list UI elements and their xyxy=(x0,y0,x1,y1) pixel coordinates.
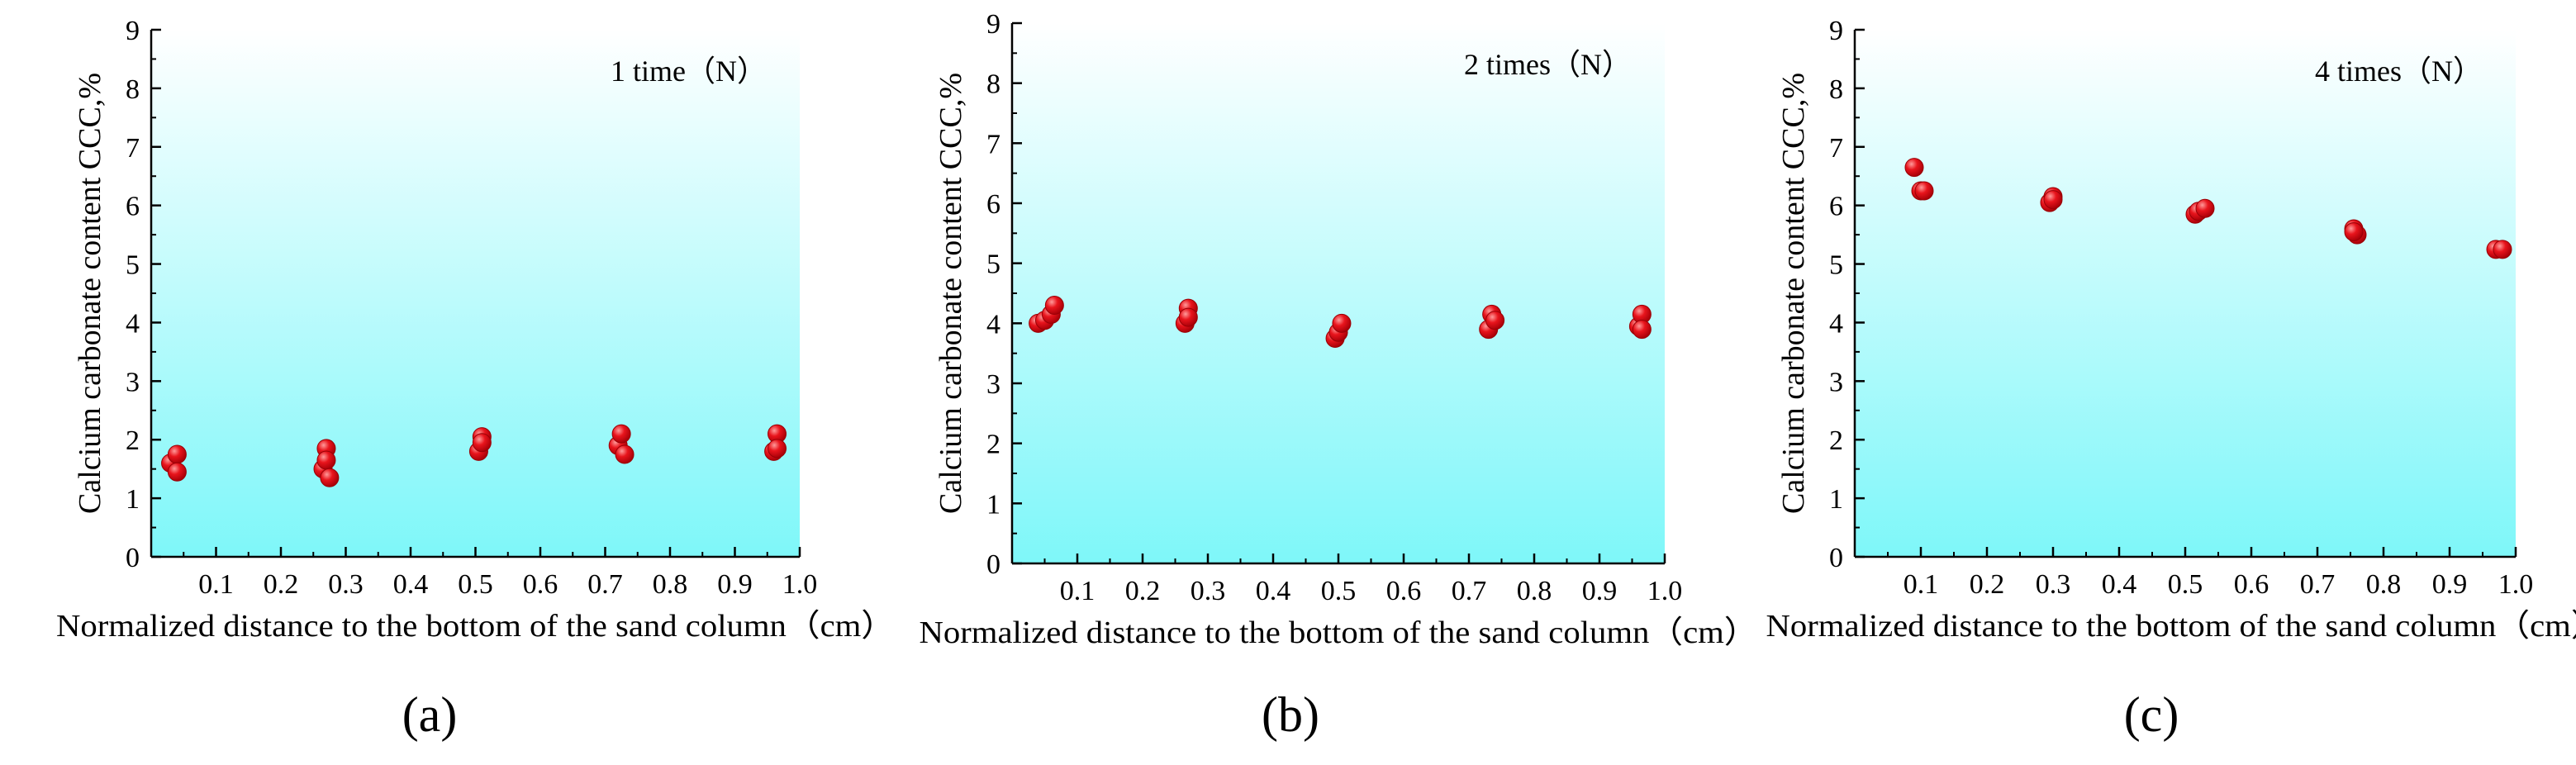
y-tick-label: 5 xyxy=(1829,250,1843,281)
y-axis-title: Calcium carbonate content CCC,% xyxy=(1776,73,1811,514)
x-tick-label: 0.7 xyxy=(587,569,623,600)
panel-label: (b) xyxy=(1262,687,1319,742)
chart-title: 1 time（N） xyxy=(611,55,767,88)
x-tick-label: 0.9 xyxy=(2432,569,2468,600)
y-tick-label: 1 xyxy=(126,484,140,515)
x-tick-label: 0.4 xyxy=(393,569,429,600)
plot-area xyxy=(1855,30,2516,557)
plot-area xyxy=(1012,23,1665,563)
data-point xyxy=(768,439,787,459)
data-point xyxy=(2195,198,2215,218)
x-tick-label: 1.0 xyxy=(1647,576,1683,606)
y-tick-label: 9 xyxy=(1829,16,1843,46)
y-tick-label: 2 xyxy=(1829,425,1843,456)
x-axis-title: Normalized distance to the bottom of the… xyxy=(56,609,895,644)
y-tick-label: 2 xyxy=(126,425,140,456)
y-tick-label: 7 xyxy=(986,129,1000,159)
y-tick-label: 2 xyxy=(986,430,1000,460)
y-tick-label: 0 xyxy=(126,543,140,573)
y-tick-label: 7 xyxy=(1829,133,1843,164)
data-point xyxy=(320,468,340,487)
data-point xyxy=(611,424,631,444)
x-tick-label: 0.6 xyxy=(523,569,558,600)
y-tick-label: 8 xyxy=(986,69,1000,100)
data-point xyxy=(1904,158,1924,178)
x-tick-label: 1.0 xyxy=(782,569,818,600)
data-point xyxy=(1485,311,1505,330)
y-tick-label: 0 xyxy=(986,549,1000,580)
y-tick-label: 8 xyxy=(1829,74,1843,105)
chart-panel-1: 0 1 2 3 4 5 6 7 8 9 0.1 0.2 0.3 0.4 0.5 0.6 0.7 0.8 0.9 1.0… xyxy=(920,9,1758,742)
x-tick-label: 0.1 xyxy=(1060,576,1096,606)
y-tick-label: 9 xyxy=(126,16,140,46)
x-tick-label: 0.9 xyxy=(717,569,753,600)
x-tick-label: 0.3 xyxy=(328,569,364,600)
x-tick-label: 0.5 xyxy=(2168,569,2203,600)
x-tick-label: 0.4 xyxy=(2102,569,2137,600)
y-axis-title: Calcium carbonate content CCC,% xyxy=(934,73,968,514)
x-tick-label: 0.9 xyxy=(1582,576,1618,606)
y-tick-label: 4 xyxy=(126,308,140,339)
chart-title: 4 times（N） xyxy=(2315,55,2483,88)
x-tick-label: 0.1 xyxy=(198,569,234,600)
data-point xyxy=(1332,313,1352,333)
x-tick-label: 0.8 xyxy=(653,569,688,600)
x-tick-label: 0.3 xyxy=(1191,576,1226,606)
x-axis-title: Normalized distance to the bottom of the… xyxy=(1766,609,2576,644)
y-tick-label: 7 xyxy=(126,133,140,164)
chart-title: 2 times（N） xyxy=(1464,48,1632,81)
x-tick-label: 0.5 xyxy=(1321,576,1357,606)
panel-label: (a) xyxy=(402,687,458,742)
y-tick-label: 9 xyxy=(986,9,1000,40)
x-tick-label: 0.6 xyxy=(2234,569,2269,600)
y-tick-label: 6 xyxy=(1829,192,1843,222)
data-point xyxy=(1178,307,1198,327)
x-tick-label: 0.8 xyxy=(1517,576,1552,606)
chart-panel-0: 0 1 2 3 4 5 6 7 8 9 0.1 0.2 0.3 0.4 0.5 0.6 0.7 0.8 0.9 1.0… xyxy=(56,16,895,742)
x-tick-label: 0.2 xyxy=(1125,576,1161,606)
y-tick-label: 0 xyxy=(1829,543,1843,573)
y-tick-label: 3 xyxy=(986,369,1000,400)
x-tick-label: 0.3 xyxy=(2036,569,2071,600)
panel-label: (c) xyxy=(2124,687,2179,742)
data-point xyxy=(167,444,187,464)
x-tick-label: 0.7 xyxy=(2300,569,2336,600)
x-tick-label: 0.6 xyxy=(1386,576,1422,606)
y-tick-label: 4 xyxy=(1829,308,1843,339)
data-point xyxy=(1914,181,1934,201)
y-tick-label: 1 xyxy=(986,489,1000,520)
y-tick-label: 3 xyxy=(1829,367,1843,397)
x-tick-label: 0.5 xyxy=(458,569,493,600)
x-tick-label: 0.8 xyxy=(2366,569,2402,600)
y-tick-label: 6 xyxy=(126,192,140,222)
data-point xyxy=(167,462,187,482)
plot-area xyxy=(151,30,800,557)
data-point xyxy=(316,450,336,470)
x-tick-label: 0.2 xyxy=(264,569,299,600)
x-tick-label: 0.1 xyxy=(1903,569,1939,600)
x-tick-label: 0.4 xyxy=(1256,576,1291,606)
data-point xyxy=(2043,190,2063,210)
data-point xyxy=(615,444,634,464)
data-point xyxy=(2493,240,2512,259)
y-tick-label: 5 xyxy=(126,250,140,281)
y-tick-label: 6 xyxy=(986,189,1000,220)
x-tick-label: 0.2 xyxy=(1970,569,2005,600)
data-point xyxy=(472,433,492,453)
y-tick-label: 5 xyxy=(986,249,1000,280)
x-axis-title: Normalized distance to the bottom of the… xyxy=(920,615,1758,650)
data-point xyxy=(2344,222,2364,242)
y-tick-label: 8 xyxy=(126,74,140,105)
data-point xyxy=(1044,296,1064,316)
data-point xyxy=(1632,320,1652,340)
x-tick-label: 0.7 xyxy=(1452,576,1487,606)
y-tick-label: 4 xyxy=(986,309,1000,340)
y-axis-title: Calcium carbonate content CCC,% xyxy=(73,73,107,514)
y-tick-label: 3 xyxy=(126,367,140,397)
x-tick-label: 1.0 xyxy=(2498,569,2534,600)
chart-panel-2: 0 1 2 3 4 5 6 7 8 9 0.1 0.2 0.3 0.4 0.5 0.6 0.7 0.8 0.9 1.0… xyxy=(1766,16,2576,742)
y-tick-label: 1 xyxy=(1829,484,1843,515)
